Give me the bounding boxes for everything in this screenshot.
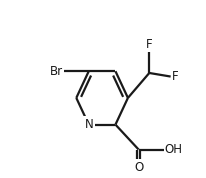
- Text: F: F: [172, 70, 178, 83]
- Text: Br: Br: [50, 65, 63, 78]
- Text: N: N: [84, 118, 93, 131]
- Text: F: F: [146, 38, 153, 51]
- Text: OH: OH: [164, 143, 182, 156]
- Text: O: O: [134, 161, 143, 174]
